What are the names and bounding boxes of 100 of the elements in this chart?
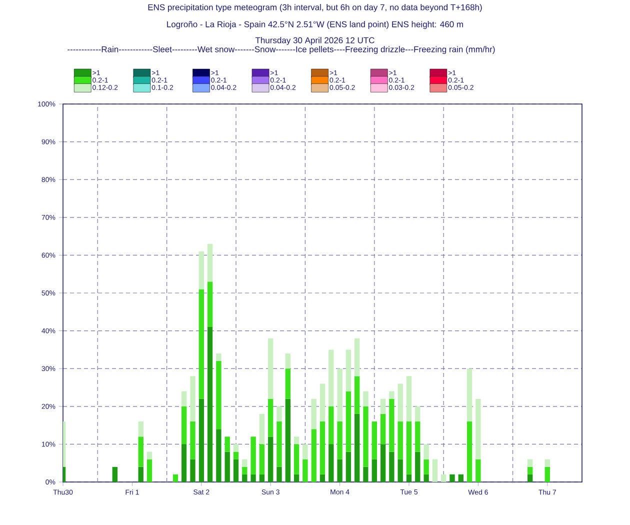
bar bbox=[346, 452, 352, 482]
bar bbox=[466, 422, 472, 482]
bar bbox=[415, 422, 420, 452]
bar bbox=[233, 452, 239, 460]
bar bbox=[398, 459, 403, 482]
bar bbox=[354, 338, 360, 376]
bar bbox=[172, 474, 178, 482]
bar bbox=[320, 474, 326, 482]
bar bbox=[346, 391, 352, 452]
bar bbox=[389, 391, 394, 399]
bar bbox=[207, 282, 213, 328]
bar bbox=[415, 406, 420, 422]
bar bbox=[268, 338, 274, 399]
bar bbox=[302, 444, 308, 460]
bar bbox=[285, 353, 290, 369]
bar bbox=[328, 406, 334, 444]
bar bbox=[389, 452, 394, 482]
bar bbox=[138, 422, 144, 437]
bar bbox=[320, 422, 326, 474]
bar bbox=[328, 444, 334, 482]
bar bbox=[182, 444, 187, 482]
bar bbox=[276, 406, 282, 422]
bar bbox=[476, 459, 481, 482]
bar bbox=[406, 474, 412, 482]
bar bbox=[233, 459, 239, 482]
bar bbox=[363, 466, 368, 482]
bar bbox=[432, 459, 438, 482]
bar bbox=[398, 384, 403, 422]
bar bbox=[346, 350, 352, 392]
bar bbox=[311, 429, 316, 482]
bar bbox=[311, 398, 316, 430]
bar bbox=[250, 436, 256, 474]
bar bbox=[146, 459, 152, 482]
bar bbox=[285, 398, 290, 482]
bar bbox=[424, 459, 429, 474]
bar bbox=[337, 422, 342, 460]
bar bbox=[302, 459, 308, 482]
bar bbox=[216, 361, 222, 430]
bar bbox=[372, 422, 377, 460]
bar bbox=[380, 398, 386, 414]
bar bbox=[528, 466, 533, 474]
bar bbox=[544, 459, 550, 467]
bar bbox=[372, 459, 377, 482]
bar bbox=[424, 444, 429, 460]
bar bbox=[242, 459, 248, 467]
bar bbox=[224, 436, 230, 452]
bar bbox=[207, 327, 213, 482]
bar bbox=[528, 474, 533, 482]
bar bbox=[190, 459, 196, 482]
bar bbox=[233, 444, 239, 452]
bar bbox=[363, 406, 368, 467]
bar bbox=[406, 376, 412, 422]
bar bbox=[259, 414, 265, 444]
bar bbox=[198, 398, 204, 482]
bar bbox=[242, 474, 248, 482]
bar bbox=[190, 376, 196, 422]
bar bbox=[276, 422, 282, 467]
bar bbox=[380, 414, 386, 444]
bar bbox=[544, 466, 550, 482]
bar bbox=[198, 251, 204, 290]
bar bbox=[182, 406, 187, 444]
bar bbox=[406, 422, 412, 474]
bar bbox=[259, 474, 265, 482]
bar bbox=[294, 444, 300, 474]
chart-title: ENS precipitation type meteogram (3h interval, but 6h on day 7, no data beyond T+168h) bbox=[148, 4, 482, 12]
legend-title: ------------Rain------------Sleet---------Wet snow-------Snow-------Ice pellets----Freezing drizzle---Freezing rain (mm/hr) bbox=[68, 46, 495, 54]
bar bbox=[294, 474, 300, 482]
bar bbox=[276, 466, 282, 482]
bar bbox=[190, 422, 196, 460]
bar bbox=[224, 452, 230, 482]
bar bbox=[285, 368, 290, 399]
chart-subtitle: Logroño - La Rioja - Spain 42.5°N 2.51°W (ENS land point) ENS height: 460 m bbox=[167, 21, 463, 29]
bar bbox=[294, 436, 300, 444]
bar bbox=[112, 466, 118, 482]
bar bbox=[337, 459, 342, 482]
bar bbox=[146, 452, 152, 460]
bar bbox=[450, 474, 455, 482]
bar bbox=[441, 474, 446, 482]
bar bbox=[268, 398, 274, 437]
bar bbox=[250, 474, 256, 482]
bar bbox=[242, 466, 248, 474]
bar bbox=[398, 422, 403, 460]
bar bbox=[528, 459, 533, 467]
bar bbox=[268, 436, 274, 482]
bar bbox=[466, 368, 472, 422]
bar bbox=[182, 391, 187, 406]
bar bbox=[415, 452, 420, 482]
bar bbox=[476, 398, 481, 460]
bar bbox=[458, 474, 464, 482]
bar bbox=[354, 414, 360, 482]
bar bbox=[380, 444, 386, 482]
bar bbox=[424, 474, 429, 482]
bar bbox=[354, 376, 360, 414]
bar bbox=[328, 350, 334, 406]
bar bbox=[320, 384, 326, 422]
bar bbox=[207, 244, 213, 282]
bar bbox=[138, 466, 144, 482]
bar bbox=[216, 429, 222, 482]
bar bbox=[389, 398, 394, 452]
bar bbox=[216, 353, 222, 362]
